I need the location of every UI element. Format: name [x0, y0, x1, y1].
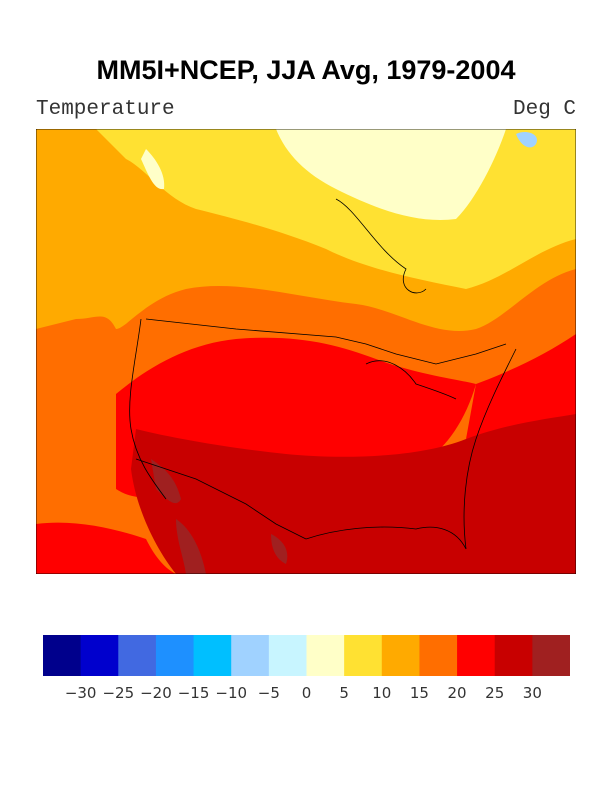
- colorbar-tick-label: 25: [485, 684, 505, 702]
- colorbar-tick-label: −15: [177, 684, 210, 702]
- hudson-bay: [335, 198, 427, 294]
- colorbar-tick-label: −20: [140, 684, 172, 702]
- colorbar-swatch: [306, 635, 345, 676]
- units-label: Deg C: [512, 98, 576, 121]
- us-canada-border: [145, 318, 507, 365]
- colorbar-swatch: [344, 635, 383, 676]
- variable-label: Temperature: [36, 98, 175, 121]
- colorbar-tick-label: −10: [215, 684, 248, 702]
- colorbar-swatch: [457, 635, 496, 676]
- colorbar-tick-label: 0: [301, 684, 312, 702]
- colorbar-tick-label: 30: [522, 684, 542, 702]
- colorbar-swatch: [419, 635, 458, 676]
- great-lakes: [365, 360, 457, 400]
- coastline-gulf: [305, 526, 467, 550]
- field-red-southwest: [36, 522, 176, 574]
- colorbar-swatch: [231, 635, 270, 676]
- field-brown: [151, 459, 288, 574]
- colorbar-tick-label: −30: [64, 684, 97, 702]
- colorbar-tick-label: −5: [257, 684, 280, 702]
- figure-title: MM5I+NCEP, JJA Avg, 1979-2004: [96, 55, 516, 85]
- colorbar-swatch: [118, 635, 157, 676]
- coastline-west: [129, 318, 167, 500]
- colorbar-swatch: [381, 635, 420, 676]
- colorbar-tick-label: 5: [339, 684, 349, 702]
- colorbar-swatch: [268, 635, 307, 676]
- temperature-map: [36, 129, 576, 574]
- us-mexico-border: [135, 458, 307, 540]
- field-pale-blue: [516, 132, 537, 148]
- colorbar-tick-label: 20: [447, 684, 467, 702]
- colorbar-swatch: [80, 635, 119, 676]
- field-red-east: [466, 334, 576, 439]
- colorbar-swatch: [155, 635, 195, 676]
- colorbar-swatch: [193, 635, 232, 676]
- colorbar-swatch: [43, 635, 82, 676]
- field-pale-yellow-west: [141, 149, 165, 190]
- boundaries: [129, 198, 517, 550]
- coastline-east: [463, 348, 517, 550]
- colorbar-tick-label: 15: [409, 684, 429, 702]
- field-pale-yellow: [276, 129, 506, 220]
- colorbar-swatch: [494, 635, 533, 676]
- colorbar-swatch: [532, 635, 570, 676]
- colorbar-tick-label: 10: [372, 684, 392, 702]
- colorbar-tick-label: −25: [102, 684, 135, 702]
- colorbar: [43, 635, 570, 676]
